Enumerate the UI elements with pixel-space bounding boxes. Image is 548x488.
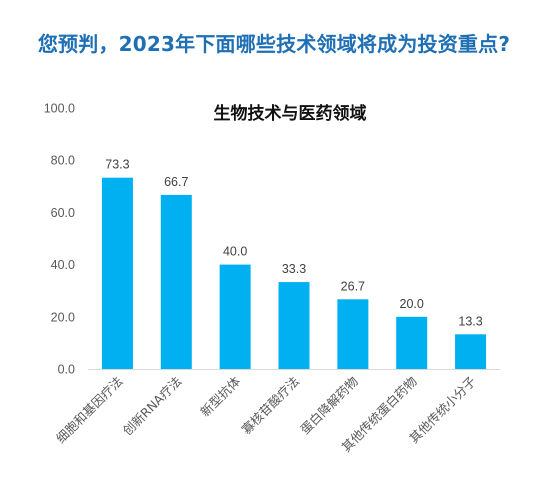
x-tick-label: 蛋白降解药物 xyxy=(297,374,361,438)
chart-title: 生物技术与医药领域 xyxy=(214,103,367,124)
data-label: 73.3 xyxy=(105,158,129,172)
bar xyxy=(101,177,133,369)
x-tick-label: 寡核苷酸疗法 xyxy=(238,374,302,438)
bar-series xyxy=(101,177,487,369)
data-label: 26.7 xyxy=(341,279,365,293)
x-tick-label: 新型抗体 xyxy=(197,373,243,419)
y-tick-label: 60.0 xyxy=(51,206,75,220)
data-label: 20.0 xyxy=(400,297,424,311)
y-axis: 0.0 20.0 40.0 60.0 80.0 100.0 xyxy=(44,102,75,377)
bar xyxy=(160,194,192,369)
y-tick-label: 100.0 xyxy=(44,102,75,116)
page-question-title: 您预判，2023年下面哪些技术领域将成为投资重点? xyxy=(37,32,511,56)
data-label: 40.0 xyxy=(223,245,247,259)
data-labels: 73.3 66.7 40.0 33.3 26.7 20.0 13.3 xyxy=(105,158,483,329)
data-label: 66.7 xyxy=(164,175,188,189)
bar xyxy=(278,282,310,369)
x-tick-label: 细胞和基因疗法 xyxy=(53,374,125,446)
bar xyxy=(337,299,369,369)
y-tick-label: 20.0 xyxy=(51,310,75,324)
bar xyxy=(219,264,251,369)
bar xyxy=(455,334,487,369)
y-tick-label: 80.0 xyxy=(51,154,75,168)
y-tick-label: 40.0 xyxy=(51,258,75,272)
x-tick-label: 创新RNA疗法 xyxy=(120,374,185,439)
data-label: 13.3 xyxy=(458,314,482,328)
y-tick-label: 0.0 xyxy=(58,363,75,377)
bar xyxy=(396,316,428,369)
data-label: 33.3 xyxy=(282,262,306,276)
